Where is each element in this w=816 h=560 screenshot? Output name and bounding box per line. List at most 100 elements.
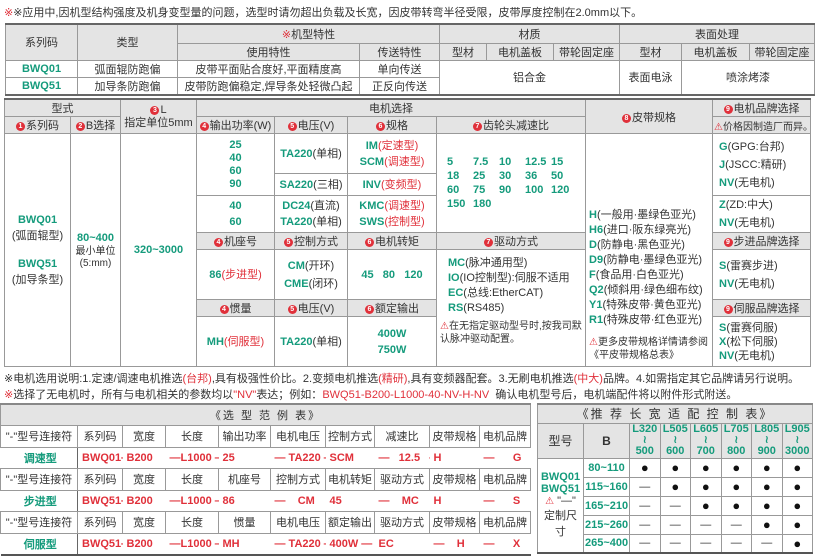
belt-option-desc: (防静电·墨绿色亚光) [603,254,703,266]
drive-note: ⚠在无指定驱动型号时,按我司默认脉冲驱动配置。 [440,321,582,345]
type: 加导条防跑偏 [77,76,178,95]
brand-option: NV(无电机) [719,174,809,192]
length-header: L505 ≀ 600 [659,422,691,459]
custom-mark-text: "—" [554,495,576,508]
belt-option-code: H [589,209,597,221]
spec-dc: KMC(调速型) SWS(控制型) [347,195,437,233]
example-title: 《选 型 范 例 表》 [0,403,532,426]
length-to: 900 [757,445,776,457]
belt-option-desc: (进口·阪东绿亮光) [603,224,692,236]
h-inertia: 4 惯量 [196,299,275,317]
ratio-row: 18 25 30 36 50 [447,169,584,183]
convey: 正反向传送 [359,76,440,95]
use: 皮带平面贴合度好,平面精度高 [177,59,360,78]
servo-brand-option: X(松下伺服) [719,335,809,349]
custom-dash: — [629,514,661,535]
example-header: 系列码 [77,468,123,491]
servo-brand-option-code: S [719,321,727,334]
example-header: "-"型号连接符 [0,425,78,448]
example-value: B200 [122,489,166,512]
servo-brand-option: NV(无电机) [719,349,809,363]
h-torque: 6 电机转矩 [347,232,437,250]
example-header: 电机品牌 [478,425,532,448]
warning-icon: ⚠ [545,496,555,508]
h-series: 系列码 [5,23,78,61]
custom-dash: — [751,533,783,554]
example-header: 控制方式 [270,468,326,491]
example-header: 机座号 [218,468,271,491]
example-header: 控制方式 [325,425,375,448]
example-value: B200 [122,446,166,469]
available-dot: ● [751,476,783,497]
custom-mark: ⚠ "—" [539,495,582,507]
length-header: L905 ≀ 3000 [781,422,813,459]
example-value: — TA220 — [270,532,326,555]
example-value: MH [218,532,271,555]
example-header: 电机电压 [270,511,326,534]
length-header: L320 ≀ 500 [629,422,661,459]
model-code: BWQ51 [540,483,581,496]
torque: 45 80 120 [347,249,437,300]
belt-option: D9(防静电·墨绿色亚光) [589,253,709,268]
h-model: 型号 [537,422,584,459]
series-desc: (弧面辊型) [11,230,64,242]
drive-cell: MC(脉冲通用型) IO(IO控制型):伺服不适用 EC(总线:EtherCAT) R… [436,249,586,367]
example-header: 宽度 [122,425,166,448]
drive-option-desc: (总线:EtherCAT) [463,287,544,299]
series-desc: (加导条型) [11,274,64,286]
example-header: 电机转矩 [325,468,375,491]
brand-option: G(GPG:台邦) [719,138,809,156]
custom-dash: — [629,476,661,497]
length-header: L705 ≀ 800 [720,422,752,459]
length-sep: ≀ [673,434,678,446]
h-series: 1 系列码 [4,116,71,134]
example-header: 额定输出 [325,511,375,534]
example-value: BWQ01— [77,446,123,469]
available-dot: ● [720,476,752,497]
series-code: BWQ01 [5,59,78,78]
h-b: B [583,422,630,459]
drive-option-desc: (IO控制型):伺服不适用 [459,272,570,284]
gear-ratio: 90 [499,184,512,196]
example-header: 系列码 [77,511,123,534]
brand-option: J(JSCC:精研) [719,156,809,174]
selection-table: 型式 3 L 指定单位5mm 电机选择 8 皮带规格 9 电机品牌选择 1 系列码 2 B选… [4,98,811,367]
belt-option: Y1(特殊皮带·黄色亚光) [589,298,709,313]
gear-ratio: 15 [551,156,564,168]
example-header: 电机品牌 [478,468,532,491]
h-mat-profile: 型材 [439,42,487,61]
series-code: BWQ51 [5,76,78,95]
custom-label: 定制尺寸 [544,510,577,539]
belt-option-desc: (一般用·墨绿色亚光) [596,209,696,221]
available-dot: ● [629,457,661,478]
recommend-table: 《推 荐 长 宽 适 配 控 制 表》 型号 B L320 ≀ 500 L505 ≀ 60… [537,403,813,554]
length-to: 500 [635,445,654,457]
servo-brands: S(雷赛伺服) X(松下伺服) NV(无电机) [712,316,811,367]
example-value: —L1000 — [165,446,219,469]
spec-inv: INV(变频型) [347,173,437,196]
available-dot: ● [751,514,783,535]
example-value: B200 [122,532,166,555]
example-value: 86 [218,489,271,512]
h-type: 类型 [77,23,178,61]
example-value: H [429,446,480,469]
belt-option-code: H6 [589,224,604,236]
gear-ratio: 50 [551,170,564,182]
example-header: 电机电压 [270,425,326,448]
example-value: —L1000 — [165,532,219,555]
h-surface: 表面处理 [619,23,816,44]
recommend-row: 265~400— — — — — ● [538,533,813,554]
length-sep: ≀ [734,434,739,446]
drive-option-code: IO [448,272,460,284]
example-header: 减速比 [374,425,430,448]
h-ratio: 7 齿轮头减速比 [436,116,586,134]
gear-ratios: 5 7.5 10 12.5 15 18 25 30 36 50 60 75 90 100 120 150 180 [436,133,586,233]
brand-option-code: Z [719,199,726,211]
h-drive: 7 驱动方式 [436,232,586,250]
example-value: H [429,489,480,512]
custom-dash: — [690,533,722,554]
example-value: 400W — [325,532,375,555]
h-form: 型式 [4,98,121,117]
h-servo-voltage: 5 电压(V) [274,299,348,317]
